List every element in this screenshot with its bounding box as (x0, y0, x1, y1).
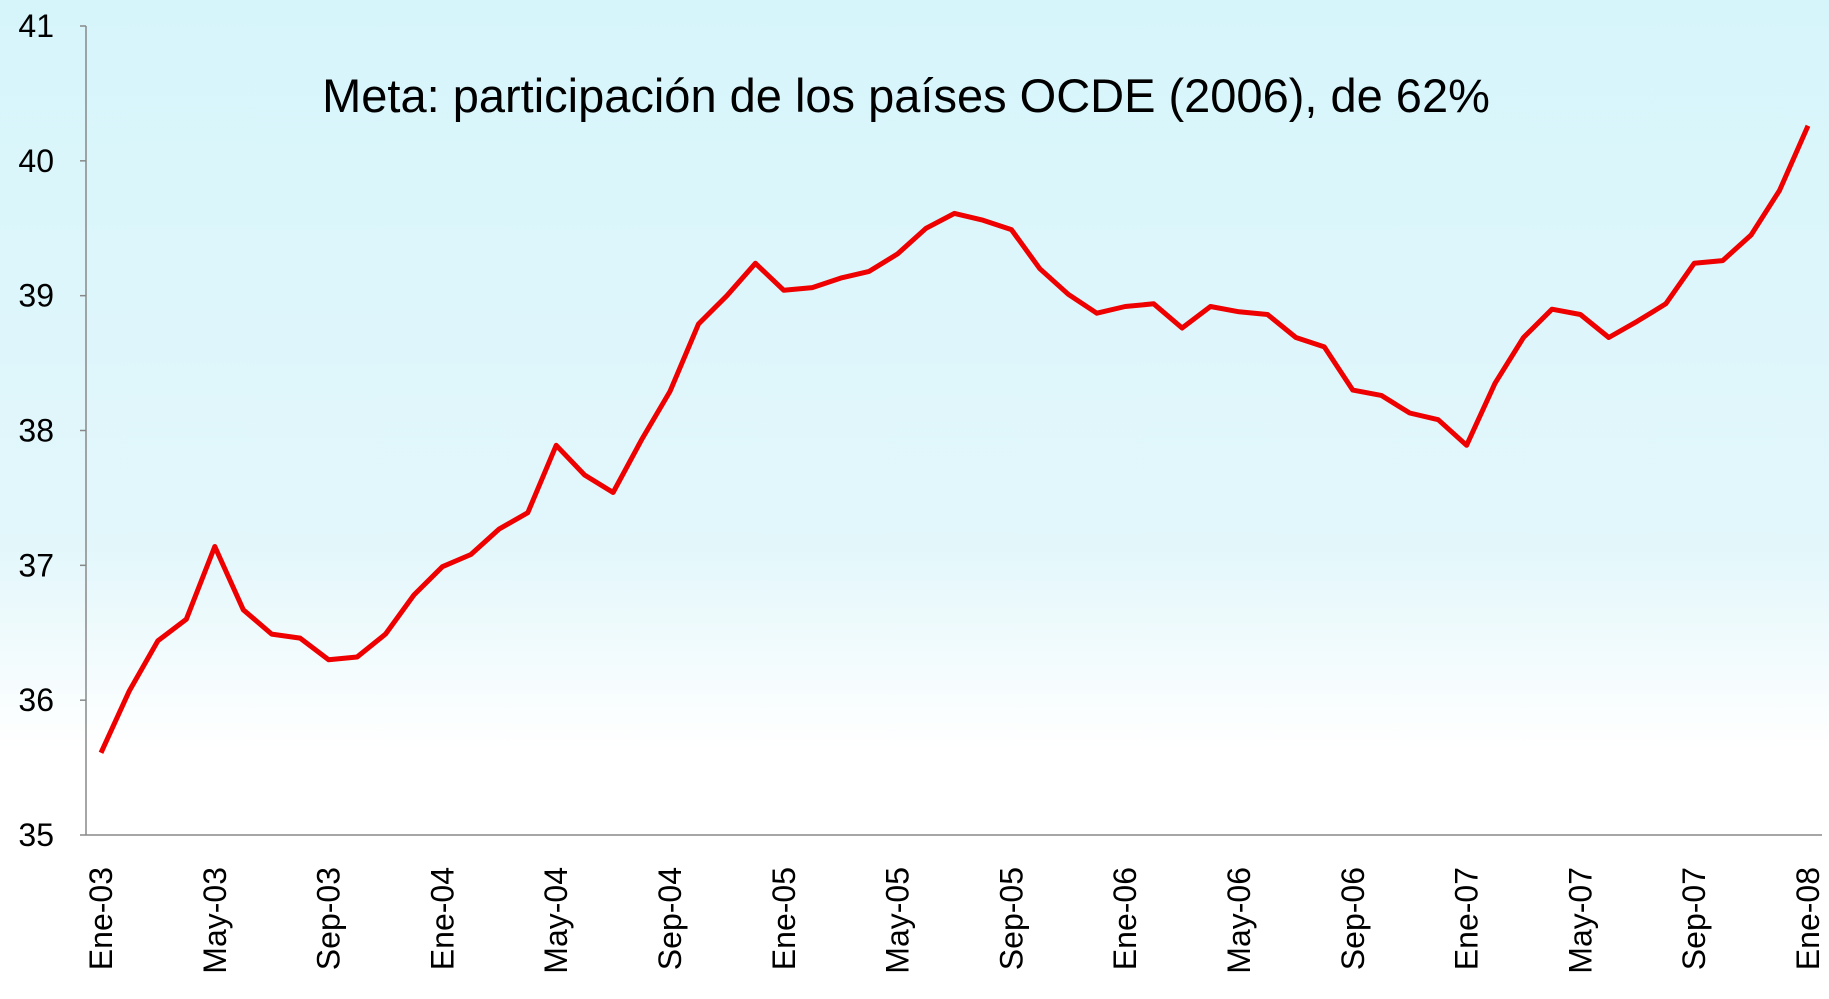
x-tick-label: May-06 (1221, 867, 1257, 974)
line-series (98, 124, 1811, 754)
x-tick-label: Sep-06 (1335, 867, 1371, 970)
x-tick-label: Sep-04 (652, 867, 688, 970)
plot-area: 35 36 37 38 39 40 41 Ene-03 May-03 Sep-03 Ene-04 Ma… (18, 8, 1826, 974)
x-tick-label: Ene-04 (424, 867, 460, 970)
y-tick-label: 40 (18, 143, 54, 179)
x-tick-label: Sep-07 (1676, 867, 1712, 970)
x-tick-label: May-07 (1562, 867, 1598, 974)
x-tick-label: Ene-07 (1449, 867, 1485, 970)
x-tick-label: Sep-03 (311, 867, 347, 970)
x-tick-label: Ene-08 (1790, 867, 1826, 970)
y-tick-label: 35 (18, 817, 54, 853)
x-tick-label: May-05 (880, 867, 916, 974)
x-tick-label: May-03 (197, 867, 233, 974)
y-tick-label: 36 (18, 682, 54, 718)
y-tick-label: 39 (18, 278, 54, 314)
x-tick-label: May-04 (538, 867, 574, 974)
y-tick-label: 38 (18, 413, 54, 449)
x-tick-label: Sep-05 (993, 867, 1029, 970)
y-tick-label: 41 (18, 8, 54, 44)
y-tick-label: 37 (18, 547, 54, 583)
chart-title: Meta: participación de los países OCDE (… (322, 69, 1490, 122)
x-tick-label: Ene-03 (83, 867, 119, 970)
x-tick-label: Ene-06 (1107, 867, 1143, 970)
x-tick-label: Ene-05 (766, 867, 802, 970)
